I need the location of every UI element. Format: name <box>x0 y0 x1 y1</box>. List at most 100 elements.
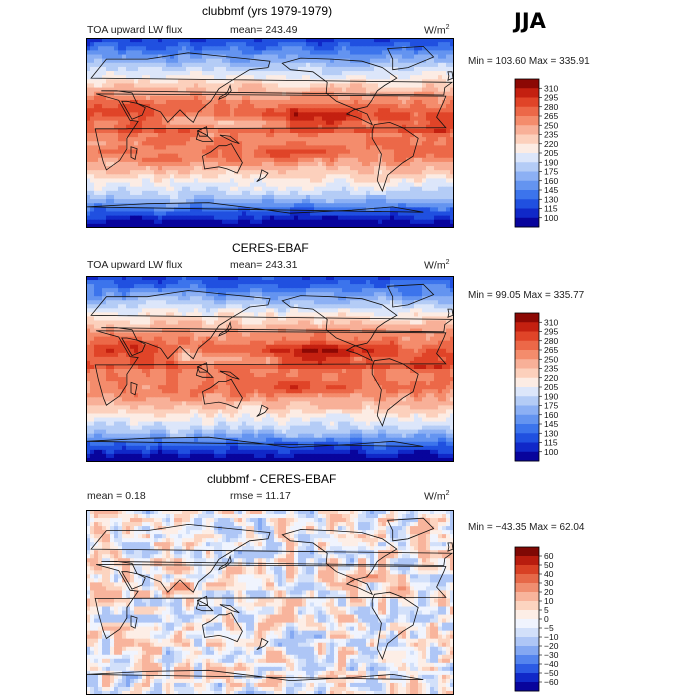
colorbar-swatch <box>515 79 539 89</box>
map-cell <box>254 149 259 155</box>
map-cell <box>362 186 367 192</box>
map-cell <box>158 112 163 118</box>
map-cell <box>382 215 387 221</box>
map-cell <box>370 87 375 93</box>
map-cell <box>222 194 227 200</box>
map-cell <box>218 79 223 85</box>
map-cell <box>158 104 163 109</box>
map-cell <box>146 75 151 80</box>
map-cell <box>354 223 359 228</box>
map-cell <box>162 87 167 93</box>
map-cell <box>158 157 163 163</box>
map-cell <box>394 170 399 175</box>
map-cell <box>166 203 171 208</box>
map-cell <box>274 116 279 122</box>
map-cell <box>426 42 431 47</box>
map-cell <box>310 91 315 97</box>
map-cell <box>286 46 291 51</box>
map-cell <box>110 137 115 142</box>
map-cell <box>434 194 439 200</box>
map-cell <box>222 157 227 163</box>
map-cell <box>122 186 127 192</box>
map-cell <box>434 79 439 85</box>
map-cell <box>346 95 351 101</box>
map-cell <box>418 284 423 289</box>
map-cell <box>390 58 395 64</box>
map-cell <box>126 141 131 146</box>
map-cell <box>322 58 327 64</box>
map-cell <box>302 194 307 200</box>
map-cell <box>250 300 255 305</box>
map-cell <box>106 194 111 200</box>
map-cell <box>222 71 227 76</box>
map-cell <box>138 292 143 297</box>
map-cell <box>446 296 451 301</box>
map-cell <box>286 161 291 167</box>
map-cell <box>318 153 323 159</box>
map-cell <box>86 153 91 159</box>
map-cell <box>150 288 155 293</box>
map-cell <box>266 190 271 196</box>
map-cell <box>90 120 95 126</box>
map-cell <box>350 58 355 64</box>
map-cell <box>294 153 299 159</box>
map-cell <box>446 280 451 285</box>
map-cell <box>346 157 351 163</box>
map-cell <box>274 99 279 105</box>
map-cell <box>142 292 147 297</box>
map-cell <box>314 178 319 184</box>
map-cell <box>378 153 383 159</box>
map-cell <box>314 124 319 130</box>
map-cell <box>310 153 315 159</box>
map-cell <box>90 75 95 80</box>
map-cell <box>234 91 239 97</box>
map-cell <box>194 62 199 68</box>
map-cell <box>294 46 299 51</box>
map-cell <box>354 170 359 175</box>
map-cell <box>294 207 299 213</box>
map-cell <box>134 190 139 196</box>
map-cell <box>106 108 111 113</box>
map-cell <box>266 91 271 97</box>
map-cell <box>102 133 107 138</box>
map-cell <box>270 79 275 85</box>
map-cell <box>242 223 247 228</box>
map-cell <box>386 223 391 228</box>
map-cell <box>326 91 331 97</box>
map-cell <box>222 276 227 281</box>
map-cell <box>330 42 335 47</box>
map-cell <box>154 153 159 159</box>
map-cell <box>254 91 259 97</box>
map-cell <box>106 292 111 297</box>
map-cell <box>162 38 167 43</box>
map-cell <box>318 182 323 188</box>
map-cell <box>262 170 267 175</box>
map-cell <box>166 46 171 51</box>
map-cell <box>246 219 251 225</box>
map-cell <box>162 145 167 151</box>
map-cell <box>242 66 247 72</box>
map-cell <box>94 186 99 192</box>
map-cell <box>266 145 271 151</box>
map-cell <box>450 112 454 118</box>
map-cell <box>158 71 163 76</box>
map-cell <box>402 108 407 113</box>
map-cell <box>318 276 323 281</box>
map-cell <box>438 178 443 184</box>
map-cell <box>170 108 175 113</box>
map-cell <box>230 120 235 126</box>
map-cell <box>418 215 423 221</box>
map-cell <box>178 211 183 217</box>
map-cell <box>222 50 227 56</box>
map-cell <box>438 137 443 142</box>
map-cell <box>334 223 339 228</box>
map-cell <box>226 133 231 138</box>
map-cell <box>246 149 251 155</box>
map-cell <box>86 284 91 289</box>
map-cell <box>442 223 447 228</box>
map-cell <box>178 137 183 142</box>
map-cell <box>422 42 427 47</box>
map-cell <box>322 300 327 305</box>
map-cell <box>242 157 247 163</box>
map-cell <box>374 71 379 76</box>
